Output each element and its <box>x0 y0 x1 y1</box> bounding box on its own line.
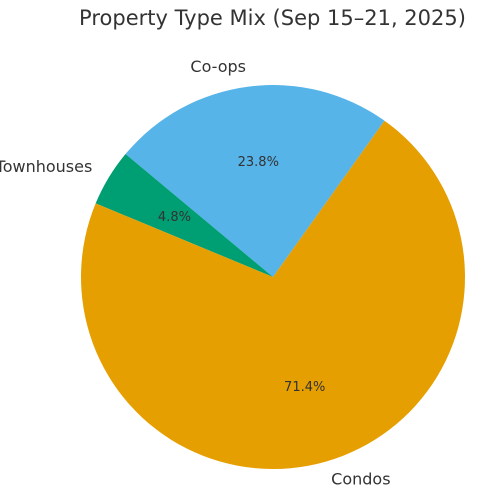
pie-slice-townhouses <box>95 154 273 277</box>
slice-percent-condos: 71.4% <box>284 380 325 395</box>
pie-slice-co-ops <box>125 85 385 277</box>
slice-label-co-ops: Co-ops <box>190 57 246 76</box>
pie-labels: Co-ops 23.8% Townhouses 4.8% Condos 71.4% <box>0 57 391 489</box>
slice-percent-co-ops: 23.8% <box>238 155 279 170</box>
pie-slices <box>81 85 465 470</box>
slice-percent-townhouses: 4.8% <box>158 210 191 225</box>
slice-label-condos: Condos <box>331 470 390 489</box>
pie-slice-condos <box>81 120 465 470</box>
chart-title: Property Type Mix (Sep 15–21, 2025) <box>79 6 466 30</box>
slice-label-townhouses: Townhouses <box>0 157 92 176</box>
